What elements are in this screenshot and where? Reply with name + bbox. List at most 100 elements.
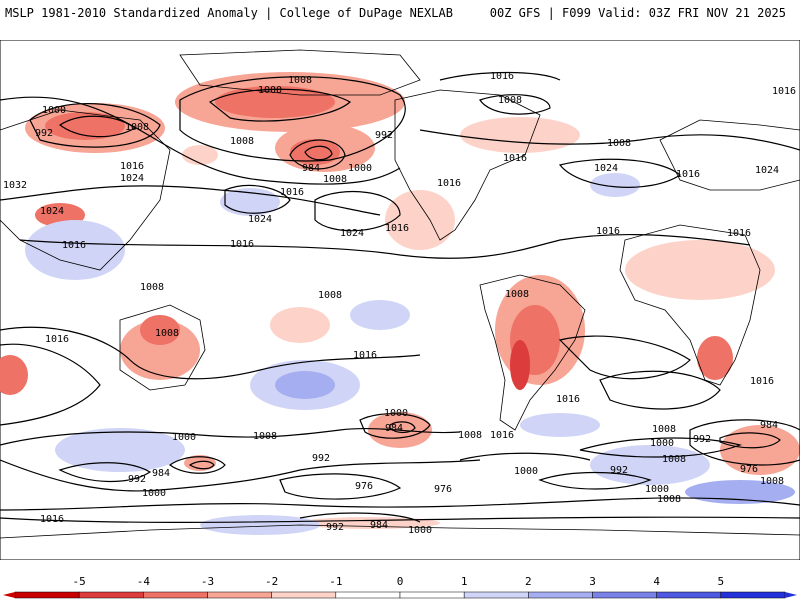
- isobar-label: 992: [312, 453, 330, 464]
- isobar-label: 1008: [458, 430, 482, 441]
- isobar-label: 1008: [155, 328, 179, 339]
- isobar-label: 1016: [120, 161, 144, 172]
- isobar-label: 1000: [384, 408, 408, 419]
- colorbar-segment: [463, 591, 529, 599]
- colorbar-segment: [335, 591, 401, 599]
- colorbar-tick-label: -3: [201, 575, 214, 588]
- colorbar-segment: [14, 591, 80, 599]
- isobar-label: 1008: [505, 289, 529, 300]
- isobar-label: 1016: [596, 226, 620, 237]
- isobar-label: 984: [385, 423, 403, 434]
- isobar-label: 1000: [172, 432, 196, 443]
- colorbar-segment: [399, 591, 465, 599]
- weather-map: 1008 1000 1016 1008 992 1008 1000 992 10…: [0, 40, 800, 560]
- colorbar-tick-label: 2: [525, 575, 532, 588]
- isobar-label: 1000: [645, 484, 669, 495]
- isobar-label: 992: [610, 465, 628, 476]
- isobar-label: 1008: [318, 290, 342, 301]
- isobar-label: 1016: [490, 71, 514, 82]
- isobar-label: 984: [152, 468, 170, 479]
- colorbar-tick-label: -2: [265, 575, 278, 588]
- isobar-label: 1008: [253, 431, 277, 442]
- isobar-label: 1008: [125, 122, 149, 133]
- colorbar-segment: [592, 591, 657, 599]
- isobar-label: 1008: [323, 174, 347, 185]
- isobar-label: 1016: [437, 178, 461, 189]
- chart-title: MSLP 1981-2010 Standardized Anomaly | Co…: [5, 6, 453, 20]
- isobar-label: 1000: [42, 105, 66, 116]
- colorbar-tick-label: -5: [73, 575, 86, 588]
- isobar-label: 1024: [755, 165, 779, 176]
- colorbar-segment: [720, 591, 786, 599]
- isobar-label: 1016: [230, 239, 254, 250]
- colorbar-segment: [78, 591, 144, 599]
- positive-anomaly-layer: [25, 173, 795, 535]
- negative-anomaly-layer: [0, 72, 800, 529]
- isobar-label: 1032: [3, 180, 27, 191]
- isobar-label: 1016: [45, 334, 69, 345]
- isobar-label: 1024: [40, 206, 64, 217]
- isobar-label: 992: [326, 522, 344, 533]
- colorbar-segment: [528, 591, 593, 599]
- isobar-label: 984: [302, 163, 320, 174]
- isobar-layer: [0, 71, 800, 523]
- isobar-label: 1016: [676, 169, 700, 180]
- isobar-label: 1016: [727, 228, 751, 239]
- colorbar-segment: [207, 591, 272, 599]
- isobar-label: 992: [693, 434, 711, 445]
- isobar-label: 976: [355, 481, 373, 492]
- isobar-label: 1008: [140, 282, 164, 293]
- isobar-label: 1016: [353, 350, 377, 361]
- colorbar-right-arrow: [785, 592, 797, 598]
- isobar-label: 1000: [258, 85, 282, 96]
- isobar-label: 1008: [662, 454, 686, 465]
- isobar-label: 1008: [652, 424, 676, 435]
- colorbar-tick-label: 0: [397, 575, 404, 588]
- anomaly-colorbar: -5 -4 -3 -2 -1 0 1 2 3 4 5: [3, 575, 797, 599]
- isobar-label: 1024: [340, 228, 364, 239]
- colorbar-segment: [271, 591, 337, 599]
- isobar-label: 1016: [772, 86, 796, 97]
- isobar-label: 1016: [62, 240, 86, 251]
- isobar-label: 976: [434, 484, 452, 495]
- isobar-label: 1008: [657, 494, 681, 505]
- colorbar-tick-label: -4: [137, 575, 151, 588]
- isobar-label: 1016: [385, 223, 409, 234]
- colorbar-tick-label: 5: [718, 575, 725, 588]
- valid-time-label: 00Z GFS | F099 Valid: 03Z FRI NOV 21 202…: [489, 6, 786, 20]
- isobar-label: 1016: [40, 514, 64, 525]
- isobar-label: 1000: [650, 438, 674, 449]
- isobar-label: 1000: [514, 466, 538, 477]
- colorbar-tick-label: 4: [653, 575, 660, 588]
- isobar-label: 1016: [750, 376, 774, 387]
- isobar-label: 984: [760, 420, 778, 431]
- coastline-layer: [0, 49, 800, 539]
- isobar-label: 1000: [408, 525, 432, 536]
- isobar-label: 992: [128, 474, 146, 485]
- colorbar-tick-label: 3: [589, 575, 596, 588]
- colorbar-segment: [656, 591, 722, 599]
- isobar-label: 1016: [490, 430, 514, 441]
- isobar-label: 984: [370, 520, 388, 531]
- isobar-label: 976: [740, 464, 758, 475]
- isobar-label: 992: [35, 128, 53, 139]
- colorbar-segment: [143, 591, 208, 599]
- isobar-label: 1016: [503, 153, 527, 164]
- isobar-labels: 1008 1000 1016 1008 992 1008 1000 992 10…: [3, 71, 796, 536]
- isobar-label: 1008: [288, 75, 312, 86]
- isobar-label: 992: [375, 130, 393, 141]
- isobar-label: 1024: [594, 163, 618, 174]
- colorbar-left-arrow: [3, 592, 15, 598]
- colorbar-tick-label: 1: [461, 575, 468, 588]
- isobar-label: 1008: [498, 95, 522, 106]
- isobar-label: 1008: [230, 136, 254, 147]
- isobar-label: 1016: [280, 187, 304, 198]
- colorbar-tick-label: -1: [329, 575, 342, 588]
- isobar-label: 1016: [556, 394, 580, 405]
- isobar-label: 1008: [760, 476, 784, 487]
- isobar-label: 1000: [348, 163, 372, 174]
- isobar-label: 1024: [248, 214, 272, 225]
- isobar-label: 1008: [607, 138, 631, 149]
- isobar-label: 1024: [120, 173, 144, 184]
- isobar-label: 1000: [142, 488, 166, 499]
